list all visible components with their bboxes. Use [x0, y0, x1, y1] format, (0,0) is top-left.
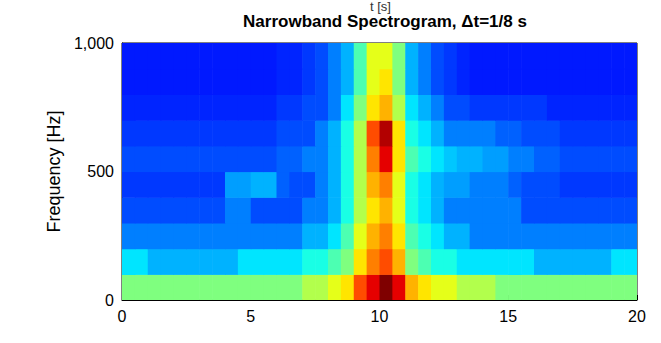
- svg-text:5: 5: [246, 308, 255, 325]
- svg-text:Frequency [Hz]: Frequency [Hz]: [44, 110, 64, 232]
- svg-text:500: 500: [87, 163, 114, 180]
- svg-text:0: 0: [105, 292, 114, 309]
- svg-text:t [s]: t [s]: [370, 0, 391, 14]
- svg-text:1,000: 1,000: [74, 35, 114, 52]
- svg-text:20: 20: [628, 308, 646, 325]
- svg-text:10: 10: [371, 308, 389, 325]
- svg-text:Narrowband Spectrogram, Δt=1/8: Narrowband Spectrogram, Δt=1/8 s: [243, 12, 527, 31]
- svg-text:0: 0: [118, 308, 127, 325]
- svg-text:15: 15: [499, 308, 517, 325]
